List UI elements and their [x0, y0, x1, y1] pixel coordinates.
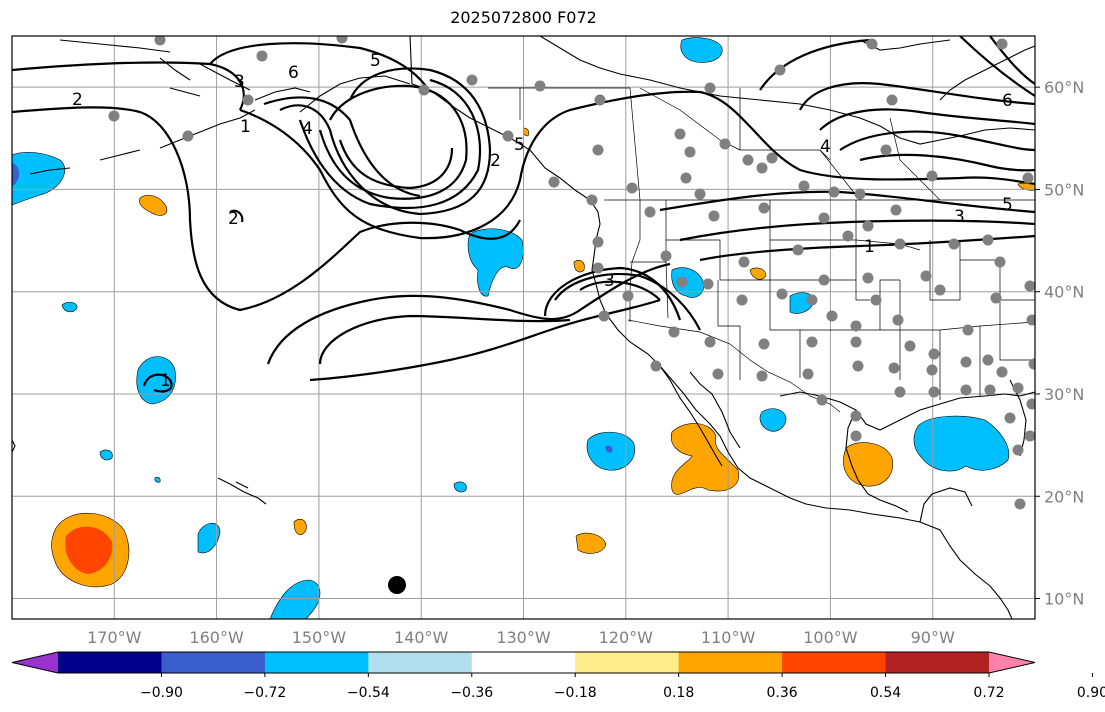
- contour-label: 4: [302, 119, 313, 139]
- orange-region: [575, 532, 607, 554]
- lon-tick-label: 120°W: [599, 628, 654, 647]
- orange-region: [843, 442, 893, 487]
- contour-label: 2: [490, 151, 501, 171]
- map-frame: [11, 35, 1036, 620]
- contour-label: 2: [228, 209, 239, 229]
- colorbar-tick-label: 0.90: [1077, 685, 1105, 701]
- blue-region: [269, 579, 321, 619]
- lon-tick-label: 170°W: [87, 628, 142, 647]
- lon-tick-label: 90°W: [911, 628, 955, 647]
- contour-label: 3: [954, 207, 965, 227]
- colorbar-tick-label: −0.72: [243, 685, 286, 701]
- contour-label: 5: [370, 51, 381, 71]
- grid-lines: [12, 36, 1035, 619]
- contour-label: 2: [72, 90, 83, 110]
- colorbar-segment: [471, 652, 576, 673]
- lon-tick-label: 140°W: [394, 628, 449, 647]
- colorbar-segment: [368, 652, 473, 673]
- blue-region: [680, 37, 723, 63]
- blue-region: [99, 449, 113, 461]
- contour-label: 1: [864, 237, 875, 257]
- contour-label: 5: [514, 135, 525, 155]
- colorbar-tick-label: −0.18: [554, 685, 597, 701]
- colorbar-tick-label: −0.36: [450, 685, 493, 701]
- colorbar-segment: [161, 652, 266, 673]
- orange-region: [749, 267, 767, 280]
- colorbar-segment: [575, 652, 680, 673]
- lon-tick-label: 150°W: [292, 628, 347, 647]
- colorbar-tick-label: 0.18: [663, 685, 694, 701]
- colorbar-tick-label: 0.72: [973, 685, 1004, 701]
- lat-tick-label: 60°N: [1044, 78, 1084, 97]
- contour-label-group: 2 3 6 5 1 4 2 3 1 4 5 6 1 3 5 2: [72, 51, 1013, 391]
- map-title: 2025072800 F072: [450, 8, 597, 27]
- colorbar-outline: [11, 651, 1036, 674]
- blue-region: [453, 481, 467, 493]
- colorbar-tick-label: −0.54: [347, 685, 390, 701]
- lon-tick-label: 110°W: [701, 628, 756, 647]
- station-dots: [108, 36, 1035, 510]
- lon-tick-label: 160°W: [189, 628, 244, 647]
- blue-region: [671, 267, 705, 298]
- blue-region: [154, 476, 161, 483]
- colorbar-segment: [782, 652, 887, 673]
- contour-label: 3: [234, 72, 245, 92]
- contour-label: 1: [240, 117, 251, 137]
- contour-label: 1: [160, 371, 171, 391]
- orange-region: [139, 194, 168, 216]
- lat-tick-label: 50°N: [1044, 180, 1084, 199]
- blue-region: [12, 151, 66, 206]
- contour-label: 3: [604, 271, 615, 291]
- orange-region: [573, 260, 585, 273]
- longitude-tick-labels: 170°W 160°W 150°W 140°W 130°W 120°W 110°W 100°W…: [87, 628, 955, 647]
- lat-tick-label: 40°N: [1044, 283, 1084, 302]
- blue-region: [913, 415, 1010, 472]
- blue-region: [467, 228, 524, 297]
- contour-label: 6: [1002, 91, 1013, 111]
- colorbar-segment: [58, 652, 162, 673]
- blue-region: [61, 301, 78, 313]
- colorbar: [11, 651, 1036, 674]
- lat-tick-label: 20°N: [1044, 487, 1084, 506]
- colorbar-tick-label: 0.54: [870, 685, 901, 701]
- contour-label: 6: [288, 63, 299, 83]
- colorbar-tick-label: 0.36: [767, 685, 798, 701]
- lat-tick-label: 30°N: [1044, 385, 1084, 404]
- black-marker: [388, 576, 406, 594]
- lon-tick-label: 100°W: [803, 628, 858, 647]
- colorbar-extend-max: [989, 652, 1035, 673]
- colorbar-tick-labels: −0.90 −0.72 −0.54 −0.36 −0.18 0.18 0.36 0.54 0.7…: [140, 673, 1105, 701]
- colorbar-segment: [885, 652, 990, 673]
- dark-blue-region: [12, 163, 20, 186]
- lat-tick-label: 10°N: [1044, 590, 1084, 609]
- colorbar-segment: [264, 652, 369, 673]
- blue-region: [759, 408, 787, 432]
- colorbar-tick-label: −0.90: [140, 685, 183, 701]
- colorbar-extend-min: [12, 652, 58, 673]
- blue-region: [197, 522, 221, 554]
- colorbar-segment: [678, 652, 783, 673]
- orange-region: [670, 423, 739, 495]
- contour-label: 4: [820, 137, 831, 157]
- red-region: [65, 526, 113, 574]
- contour-label: 5: [1002, 195, 1013, 215]
- lon-tick-label: 130°W: [496, 628, 551, 647]
- dark-blue-region: [605, 445, 613, 453]
- orange-region: [293, 518, 307, 535]
- latitude-tick-labels: 60°N 50°N 40°N 30°N 20°N 10°N: [1035, 78, 1084, 609]
